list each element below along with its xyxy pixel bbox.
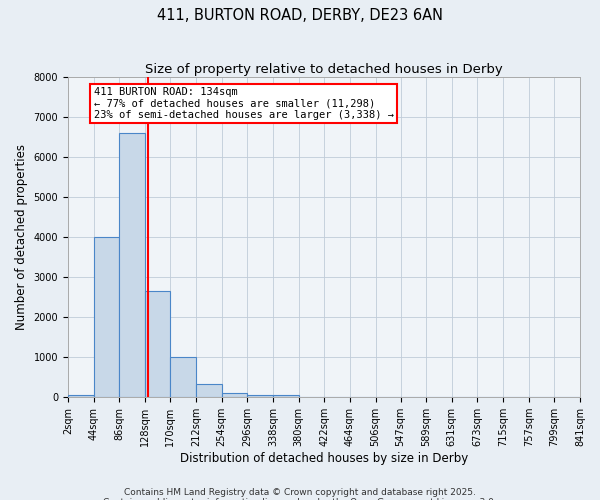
Bar bbox=[222, 393, 247, 397]
Text: 411, BURTON ROAD, DERBY, DE23 6AN: 411, BURTON ROAD, DERBY, DE23 6AN bbox=[157, 8, 443, 22]
Bar bbox=[145, 291, 170, 397]
Text: 411 BURTON ROAD: 134sqm
← 77% of detached houses are smaller (11,298)
23% of sem: 411 BURTON ROAD: 134sqm ← 77% of detache… bbox=[94, 86, 394, 120]
Bar bbox=[94, 237, 119, 397]
Bar bbox=[247, 395, 273, 397]
Bar bbox=[119, 133, 145, 397]
Text: Contains public sector information licensed under the Open Government Licence v3: Contains public sector information licen… bbox=[103, 498, 497, 500]
Bar bbox=[196, 384, 222, 397]
Bar bbox=[273, 395, 299, 397]
Bar bbox=[170, 357, 196, 397]
Title: Size of property relative to detached houses in Derby: Size of property relative to detached ho… bbox=[145, 62, 503, 76]
Bar bbox=[68, 395, 94, 397]
Text: Contains HM Land Registry data © Crown copyright and database right 2025.: Contains HM Land Registry data © Crown c… bbox=[124, 488, 476, 497]
X-axis label: Distribution of detached houses by size in Derby: Distribution of detached houses by size … bbox=[180, 452, 468, 465]
Y-axis label: Number of detached properties: Number of detached properties bbox=[15, 144, 28, 330]
